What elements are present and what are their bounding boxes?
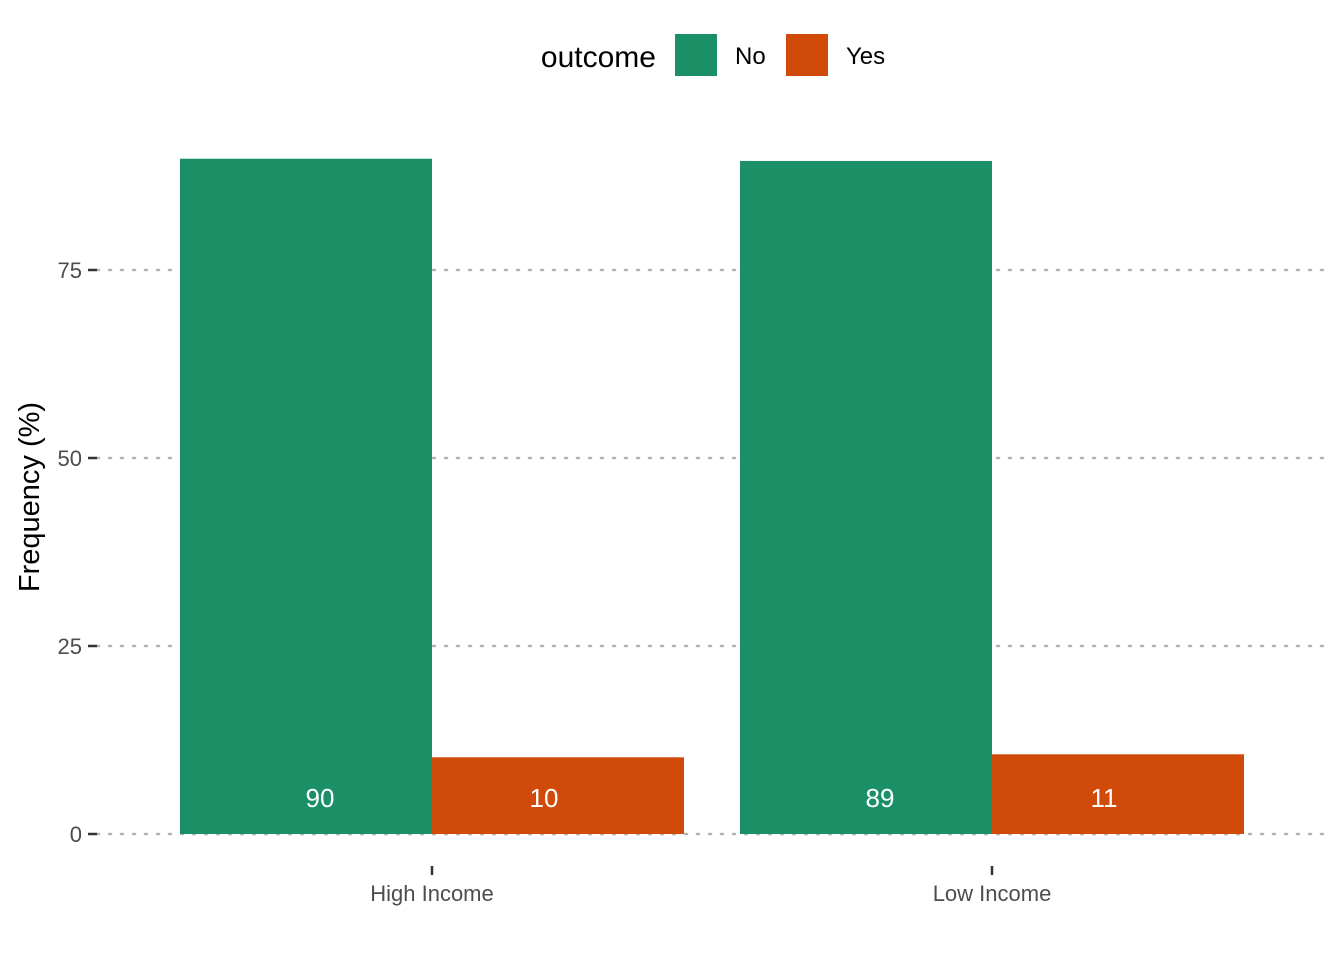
- bar-yes-high-income: [432, 757, 684, 834]
- bar-value-label: 10: [530, 783, 559, 813]
- x-tick-label: High Income: [370, 881, 494, 906]
- legend-key-no: [675, 34, 717, 76]
- x-axis: High Income Low Income: [370, 866, 1051, 906]
- bar-value-label: 90: [306, 783, 335, 813]
- y-tick-label: 0: [70, 822, 82, 847]
- y-tick-label: 50: [58, 446, 82, 471]
- legend-key-yes: [786, 34, 828, 76]
- bar-yes-low-income: [992, 754, 1244, 834]
- bar-value-label: 11: [1091, 783, 1118, 813]
- bar-no-low-income: [740, 160, 992, 834]
- y-axis-title: Frequency (%): [14, 402, 46, 592]
- legend-label-no: No: [735, 43, 766, 70]
- legend-title: outcome: [541, 41, 656, 74]
- bar-labels: 90 10 89 11: [306, 783, 1118, 813]
- y-axis: 0 25 50 75: [58, 258, 97, 847]
- bar-value-label: 89: [866, 783, 895, 813]
- y-tick-label: 75: [58, 258, 82, 283]
- bars: [180, 158, 1244, 835]
- bar-no-high-income: [180, 158, 432, 835]
- legend-label-yes: Yes: [846, 43, 885, 70]
- x-tick-label: Low Income: [933, 881, 1052, 906]
- y-tick-label: 25: [58, 634, 82, 659]
- legend: outcome No Yes: [541, 34, 885, 76]
